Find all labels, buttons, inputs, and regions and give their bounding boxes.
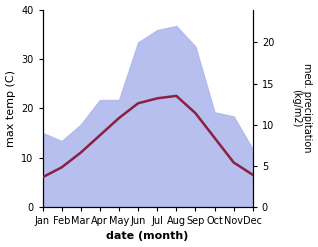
Y-axis label: med. precipitation
(kg/m2): med. precipitation (kg/m2): [291, 63, 313, 153]
X-axis label: date (month): date (month): [107, 231, 189, 242]
Y-axis label: max temp (C): max temp (C): [5, 70, 16, 147]
